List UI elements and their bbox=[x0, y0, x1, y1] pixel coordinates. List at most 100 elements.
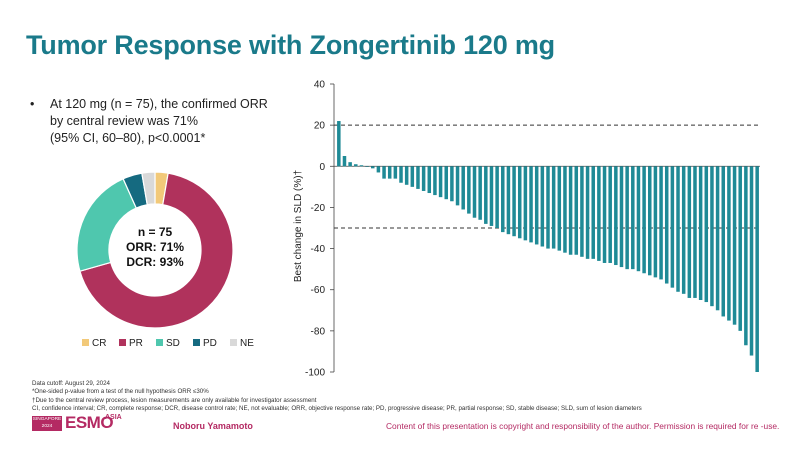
waterfall-bar bbox=[749, 166, 754, 356]
waterfall-bar bbox=[342, 156, 347, 167]
waterfall-bar bbox=[732, 166, 737, 325]
waterfall-bar bbox=[670, 166, 675, 288]
esmo-asia-logo: SINGAPORE 2024 ESMO ASIA bbox=[32, 413, 124, 432]
waterfall-bar bbox=[687, 166, 692, 298]
waterfall-bar bbox=[698, 166, 703, 300]
waterfall-bar bbox=[619, 166, 624, 268]
legend-swatch-ne bbox=[230, 339, 237, 346]
waterfall-bar bbox=[370, 166, 375, 169]
waterfall-bar bbox=[681, 166, 686, 294]
donut-slice-pr bbox=[79, 172, 234, 329]
waterfall-bar bbox=[676, 166, 680, 292]
waterfall-bar bbox=[602, 166, 607, 263]
waterfall-bar bbox=[433, 166, 437, 196]
waterfall-bar bbox=[642, 166, 646, 274]
footnote: CI, confidence interval; CR, complete re… bbox=[32, 405, 642, 413]
waterfall-bar bbox=[715, 166, 720, 311]
slide-title: Tumor Response with Zongertinib 120 mg bbox=[26, 30, 555, 60]
waterfall-bar bbox=[359, 165, 364, 167]
waterfall-bar bbox=[421, 166, 426, 191]
waterfall-bar bbox=[438, 166, 443, 198]
summary-line: At 120 mg (n = 75), the confirmed ORR bbox=[50, 97, 268, 111]
y-tick-label: 40 bbox=[314, 80, 326, 91]
waterfall-bar bbox=[551, 166, 556, 249]
waterfall-bar bbox=[625, 166, 629, 270]
legend-swatch-pr bbox=[119, 339, 126, 346]
waterfall-bar bbox=[653, 166, 658, 278]
waterfall-bar bbox=[427, 166, 432, 194]
y-tick-label: 0 bbox=[319, 162, 325, 173]
waterfall-bar bbox=[738, 166, 742, 331]
waterfall-bar bbox=[410, 166, 415, 187]
waterfall-bar bbox=[727, 166, 731, 321]
y-tick-label: -80 bbox=[311, 326, 326, 337]
footnote: Data cutoff: August 29, 2024 bbox=[32, 380, 110, 387]
legend-swatch-sd bbox=[156, 339, 163, 346]
logo-text: ESMO bbox=[65, 413, 114, 432]
waterfall-bar bbox=[631, 166, 635, 270]
waterfall-bar bbox=[337, 121, 341, 167]
waterfall-bar bbox=[664, 166, 669, 284]
waterfall-bar bbox=[693, 166, 697, 298]
waterfall-bar bbox=[506, 166, 511, 235]
y-tick-label: -60 bbox=[311, 285, 326, 296]
bullet-marker: • bbox=[30, 97, 35, 111]
logo-suffix: ASIA bbox=[105, 414, 122, 421]
legend-swatch-pd bbox=[193, 339, 200, 346]
copyright-notice: Content of this presentation is copyrigh… bbox=[386, 421, 780, 431]
waterfall-bar bbox=[557, 166, 562, 251]
waterfall-bar bbox=[416, 166, 420, 189]
waterfall-bar bbox=[721, 166, 726, 317]
waterfall-bar bbox=[444, 166, 448, 200]
waterfall-bar bbox=[404, 166, 409, 185]
donut-slice-ne bbox=[141, 171, 156, 206]
footnote: †Due to the central review process, lesi… bbox=[32, 396, 317, 404]
waterfall-bar bbox=[512, 166, 516, 237]
waterfall-bar bbox=[546, 166, 550, 249]
waterfall-bar bbox=[710, 166, 714, 307]
legend-swatch-cr bbox=[82, 339, 89, 346]
donut-center-dcr: DCR: 93% bbox=[126, 255, 184, 269]
presenter-name: Noboru Yamamoto bbox=[173, 421, 253, 431]
waterfall-bar bbox=[376, 166, 381, 173]
summary-text: At 120 mg (n = 75), the confirmed ORR by… bbox=[50, 96, 320, 147]
waterfall-bar bbox=[585, 166, 590, 259]
waterfall-bar bbox=[365, 166, 369, 167]
waterfall-bar bbox=[574, 166, 579, 255]
summary-line: (95% CI, 60–80), p<0.0001* bbox=[50, 131, 206, 145]
y-tick-label: -100 bbox=[305, 368, 325, 379]
legend-label-ne: NE bbox=[240, 338, 254, 349]
y-tick-label: 20 bbox=[314, 121, 326, 132]
y-axis-label: Best change in SLD (%)† bbox=[293, 170, 304, 282]
waterfall-bar bbox=[393, 166, 398, 179]
waterfall-bar bbox=[608, 166, 612, 263]
footnotes: Data cutoff: August 29, 2024 *One-sided … bbox=[32, 380, 752, 414]
waterfall-bar bbox=[529, 166, 533, 243]
waterfall-bar bbox=[450, 166, 454, 202]
donut-center-orr: ORR: 71% bbox=[126, 240, 184, 254]
legend-label-cr: CR bbox=[92, 338, 106, 349]
legend-label-pr: PR bbox=[129, 338, 143, 349]
waterfall-bar bbox=[755, 166, 759, 372]
waterfall-bar bbox=[455, 166, 460, 206]
summary-line: by central review was 71% bbox=[50, 114, 198, 128]
waterfall-bar bbox=[387, 166, 392, 179]
waterfall-bar bbox=[563, 166, 567, 253]
waterfall-bar bbox=[461, 166, 465, 210]
waterfall-bar bbox=[534, 166, 539, 245]
waterfall-bar bbox=[636, 166, 641, 272]
waterfall-bar bbox=[472, 166, 477, 218]
waterfall-bar bbox=[614, 166, 618, 266]
waterfall-bar bbox=[659, 166, 663, 280]
waterfall-bar bbox=[382, 166, 386, 179]
waterfall-bar bbox=[467, 166, 471, 214]
waterfall-bar bbox=[704, 166, 709, 303]
footnote: *One-sided p-value from a test of the nu… bbox=[32, 388, 209, 396]
waterfall-bar bbox=[523, 166, 528, 241]
waterfall-bar bbox=[399, 166, 403, 183]
waterfall-bar bbox=[348, 162, 352, 167]
waterfall-bar bbox=[597, 166, 601, 261]
waterfall-bar bbox=[580, 166, 584, 257]
waterfall-bar bbox=[648, 166, 652, 276]
